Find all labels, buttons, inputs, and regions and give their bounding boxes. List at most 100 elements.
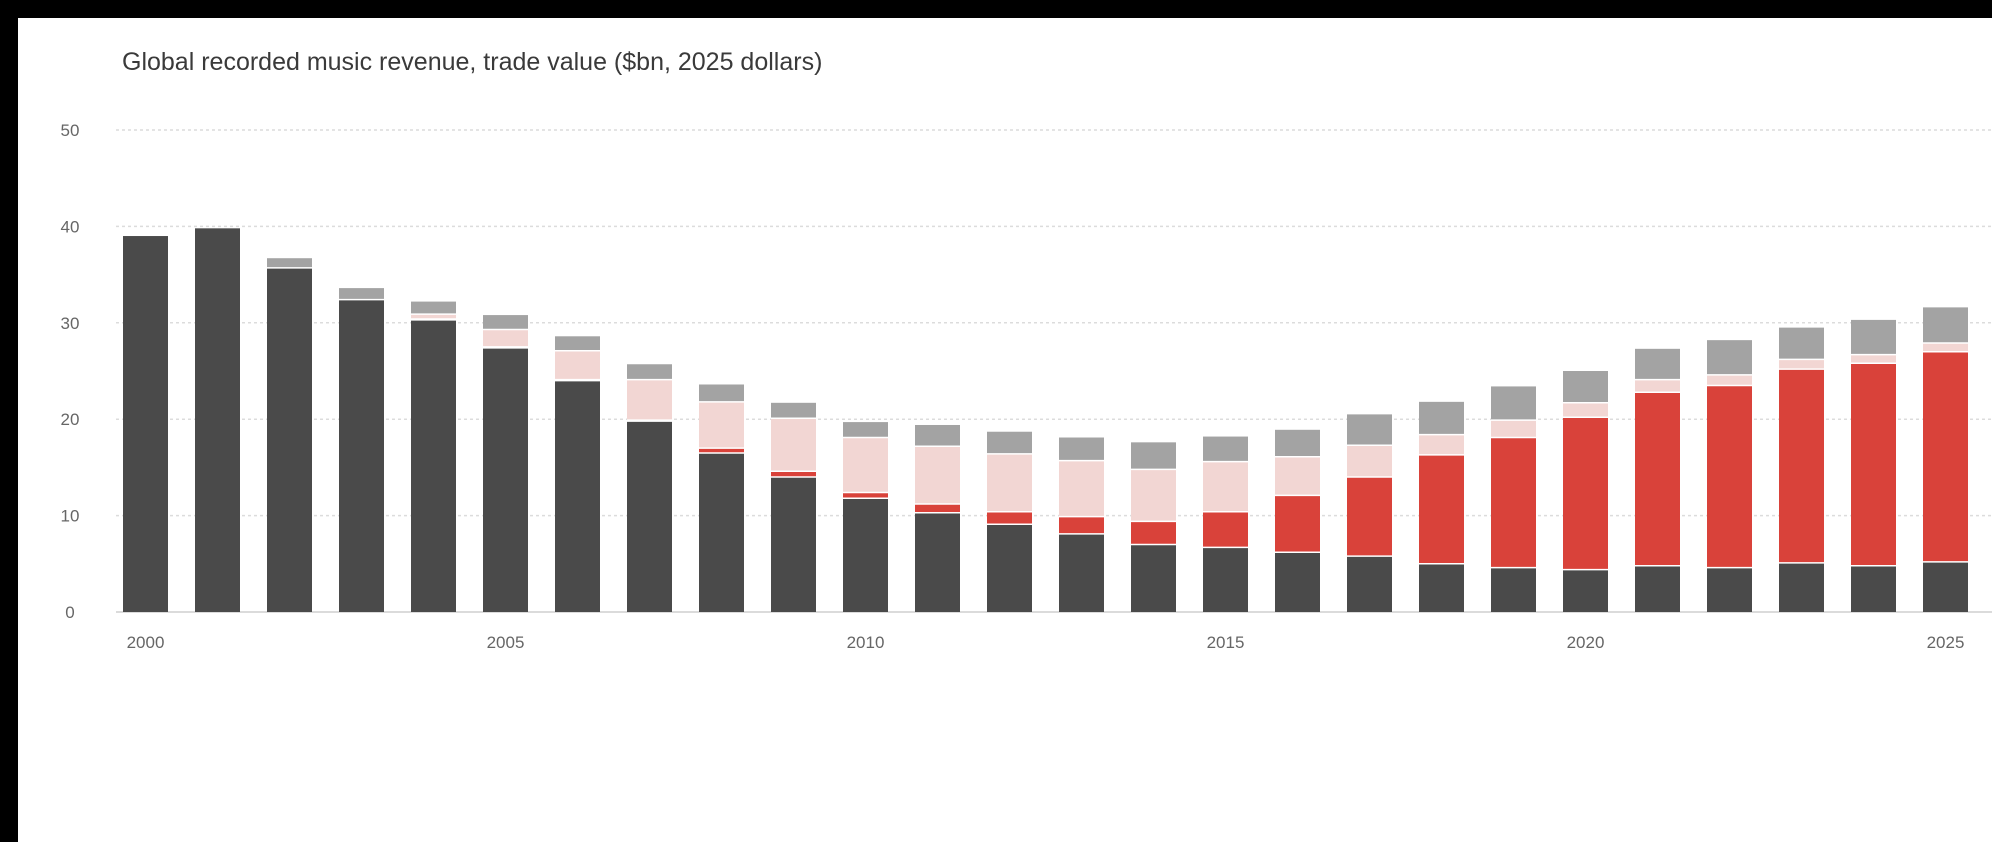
x-tick-label: 2000 [127,633,165,652]
bar-segment-2005-series-3 [483,329,528,347]
bar-segment-2022-series-1 [1707,567,1752,612]
bar-segment-2004-series-3 [411,314,456,319]
bar-segment-2022-series-4 [1707,340,1752,375]
bar-segment-2010-series-3 [843,437,888,493]
x-tick-label: 2005 [487,633,525,652]
bar-segment-2000-series-1 [123,236,168,613]
bar-segment-2011-series-4 [915,424,960,447]
bar-segment-2009-series-4 [771,402,816,419]
bar-segment-2009-series-3 [771,418,816,472]
bar-segment-2016-series-4 [1275,429,1320,457]
bar-segment-2006-series-3 [555,350,600,380]
bar-segment-2011-series-2 [915,504,960,513]
bar-segment-2015-series-3 [1203,461,1248,512]
bar-segment-2015-series-1 [1203,547,1248,612]
bar-segment-2016-series-2 [1275,495,1320,553]
bar-segment-2014-series-3 [1131,469,1176,522]
bar-segment-2012-series-3 [987,453,1032,512]
bar-segment-2011-series-1 [915,512,960,612]
bar-segment-2008-series-1 [699,452,744,612]
bar-segment-2024-series-4 [1851,319,1896,355]
bar-segment-2021-series-4 [1635,348,1680,380]
bar-segment-2008-series-2 [699,448,744,453]
bar-segment-2020-series-2 [1563,417,1608,570]
bar-segment-2012-series-1 [987,524,1032,612]
y-tick-label: 30 [61,314,80,333]
bar-segment-2023-series-4 [1779,327,1824,360]
bar-segment-2005-series-1 [483,347,528,612]
bar-segment-2019-series-2 [1491,437,1536,568]
bar-segment-2022-series-3 [1707,374,1752,386]
x-tick-label: 2020 [1567,633,1605,652]
bar-segment-2018-series-1 [1419,563,1464,612]
bar-segment-2011-series-3 [915,446,960,505]
bar-segment-2008-series-3 [699,401,744,449]
bar-segment-2007-series-3 [627,379,672,421]
y-tick-label: 20 [61,410,80,429]
bar-segment-2024-series-1 [1851,565,1896,612]
bar-segment-2023-series-1 [1779,562,1824,612]
bar-segment-2012-series-2 [987,511,1032,525]
bar-segment-2024-series-2 [1851,363,1896,566]
bar-segment-2015-series-2 [1203,511,1248,548]
bar-segment-2005-series-4 [483,315,528,330]
bar-segment-2016-series-3 [1275,456,1320,496]
bar-segment-2001-series-1 [195,228,240,612]
bar-segment-2025-series-3 [1923,343,1968,352]
bar-segment-2021-series-1 [1635,565,1680,612]
bar-segment-2004-series-4 [411,301,456,315]
bar-segment-2002-series-1 [267,267,312,612]
bar-segment-2009-series-2 [771,471,816,478]
y-axis-ticks: 0 10 20 30 40 50 [61,121,80,622]
bar-segment-2004-series-1 [411,319,456,612]
bar-segment-2008-series-4 [699,384,744,402]
chart-card: Global recorded music revenue, trade val… [18,18,1992,842]
bar-segment-2006-series-4 [555,336,600,351]
bar-segment-2024-series-3 [1851,354,1896,364]
bar-segment-2015-series-4 [1203,436,1248,462]
bar-segment-2007-series-1 [627,421,672,612]
bar-segment-2006-series-1 [555,380,600,612]
bar-segment-2017-series-1 [1347,556,1392,612]
bar-segment-2013-series-2 [1059,516,1104,534]
bar-segment-2014-series-1 [1131,544,1176,612]
bar-segment-2020-series-1 [1563,569,1608,612]
chart-title: Global recorded music revenue, trade val… [122,48,823,76]
bar-segment-2017-series-4 [1347,414,1392,446]
bar-segment-2021-series-3 [1635,379,1680,393]
bar-segment-2002-series-4 [267,258,312,268]
bar-segment-2018-series-4 [1419,401,1464,435]
bar-segment-2014-series-4 [1131,442,1176,470]
bar-segment-2014-series-2 [1131,521,1176,545]
bar-segment-2022-series-2 [1707,385,1752,568]
bar-segment-2010-series-4 [843,422,888,438]
bar-segment-2013-series-4 [1059,437,1104,461]
bar-segment-2025-series-2 [1923,351,1968,562]
y-tick-label: 0 [65,603,74,622]
y-tick-label: 40 [61,217,80,236]
bar-segment-2013-series-1 [1059,533,1104,612]
bar-segment-2018-series-2 [1419,454,1464,564]
bar-segment-2010-series-2 [843,492,888,499]
bar-segment-2020-series-3 [1563,402,1608,418]
bar-segment-2017-series-2 [1347,477,1392,557]
bar-segment-2009-series-1 [771,477,816,612]
bars [123,228,1968,613]
x-tick-label: 2010 [847,633,885,652]
bar-segment-2003-series-1 [339,299,384,612]
x-axis-ticks: 2000 2005 2010 2015 2020 2025 [127,633,1965,652]
bar-segment-2003-series-4 [339,288,384,300]
bar-segment-2025-series-1 [1923,561,1968,612]
bar-segment-2020-series-4 [1563,371,1608,403]
bar-segment-2023-series-2 [1779,369,1824,563]
bar-segment-2019-series-1 [1491,567,1536,612]
bar-segment-2012-series-4 [987,431,1032,454]
y-tick-label: 10 [61,507,80,526]
y-tick-label: 50 [61,121,80,140]
bar-segment-2019-series-3 [1491,420,1536,438]
bar-segment-2018-series-3 [1419,434,1464,455]
x-tick-label: 2015 [1207,633,1245,652]
bar-segment-2010-series-1 [843,498,888,612]
bar-segment-2025-series-4 [1923,307,1968,344]
bar-segment-2019-series-4 [1491,386,1536,421]
